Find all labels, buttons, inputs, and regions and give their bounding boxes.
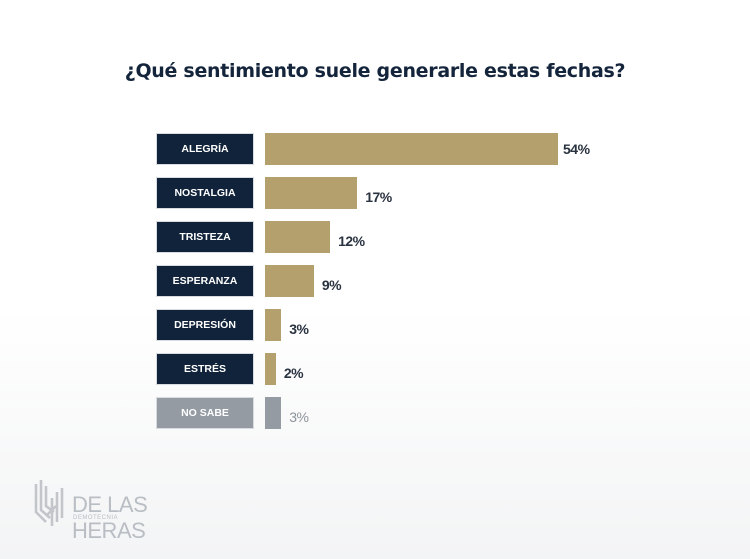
value-label: 12% bbox=[338, 233, 365, 249]
category-label: ALEGRÍA bbox=[156, 133, 254, 165]
bar bbox=[265, 397, 282, 429]
category-label: ESPERANZA bbox=[156, 265, 254, 297]
bar-row: NOSTALGIA 17% bbox=[0, 177, 750, 209]
bar bbox=[265, 309, 282, 341]
category-label: NO SABE bbox=[156, 397, 254, 429]
value-label: 3% bbox=[289, 321, 309, 337]
logo-subtitle: DEMOTECNIA bbox=[73, 515, 119, 521]
bar bbox=[265, 265, 314, 297]
value-label: 9% bbox=[321, 277, 342, 293]
bar-row: ESPERANZA 9% bbox=[0, 265, 750, 297]
bar-row: DEPRESIÓN 3% bbox=[0, 309, 750, 341]
value-label: 2% bbox=[283, 365, 304, 381]
bar-row: NO SABE 3% bbox=[0, 397, 750, 429]
value-label: 54% bbox=[563, 141, 590, 157]
category-label: ESTRÉS bbox=[156, 353, 254, 385]
bar-row: ESTRÉS 2% bbox=[0, 353, 750, 385]
bar bbox=[265, 133, 558, 165]
bar-row: TRISTEZA 12% bbox=[0, 221, 750, 253]
bar bbox=[265, 221, 331, 253]
value-label: 3% bbox=[289, 409, 309, 425]
logo-mark-icon bbox=[34, 480, 64, 526]
chart-title: ¿Qué sentimiento suele generarle estas f… bbox=[124, 60, 626, 82]
category-label: NOSTALGIA bbox=[156, 177, 254, 209]
value-label: 17% bbox=[365, 189, 392, 205]
category-label: DEPRESIÓN bbox=[156, 309, 254, 341]
category-label: TRISTEZA bbox=[156, 221, 254, 253]
company-logo: DE LAS HERAS DEMOTECNIA bbox=[32, 478, 212, 543]
logo-name: DE LAS HERAS bbox=[72, 492, 148, 543]
bar-row: ALEGRÍA 54% bbox=[0, 133, 750, 165]
bar bbox=[265, 177, 358, 209]
bar bbox=[265, 353, 276, 385]
